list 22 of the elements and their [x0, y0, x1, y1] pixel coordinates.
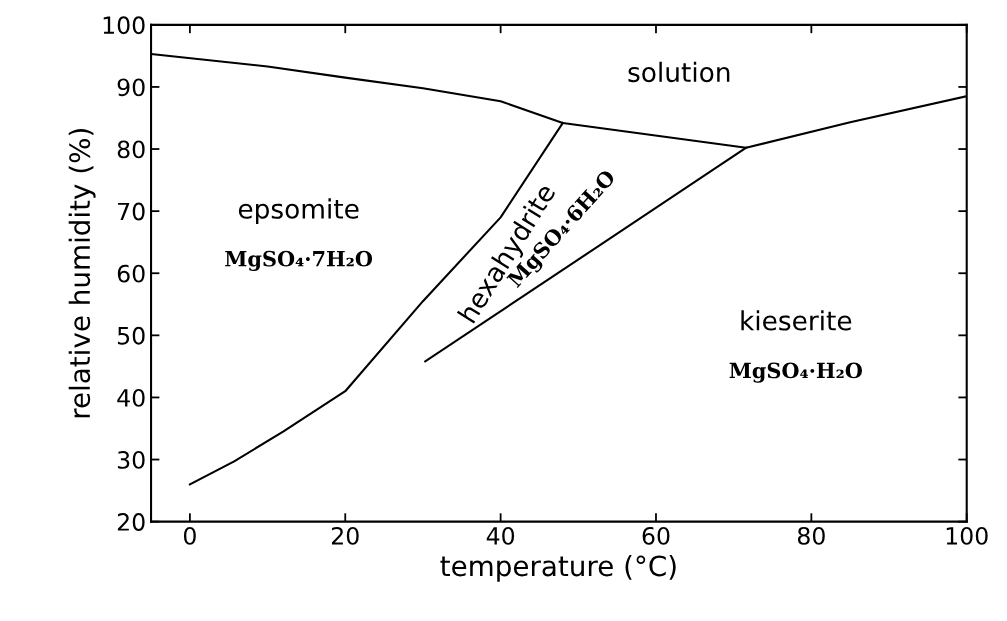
- x-tick-label: 0: [183, 526, 196, 545]
- annotation: MgSO₄·H₂O: [729, 362, 862, 383]
- x-axis-title: temperature (°C): [440, 554, 676, 582]
- annotation: epsomite: [238, 198, 359, 224]
- y-tick-label: 90: [117, 78, 145, 97]
- y-tick-label: 80: [117, 140, 145, 159]
- y-tick-label: 40: [117, 388, 145, 407]
- annotation: kieserite: [741, 310, 852, 331]
- x-tick-label: 80: [797, 526, 825, 545]
- y-tick-label: 30: [117, 450, 145, 469]
- y-tick-label: 100: [103, 16, 145, 35]
- x-tick-label: 20: [331, 526, 359, 545]
- y-tick-label: 50: [117, 326, 145, 345]
- y-tick-label: 60: [117, 264, 145, 283]
- x-tick-label: 100: [946, 526, 988, 545]
- annotation: MgSO₄·7H₂O: [225, 250, 373, 271]
- y-axis-title: relative humidity (%): [68, 129, 96, 418]
- annotation: solution: [628, 61, 730, 83]
- y-tick-label: 70: [118, 202, 145, 221]
- x-tick-label: 60: [642, 526, 670, 545]
- y-tick-label: 20: [117, 513, 145, 531]
- x-tick-label: 40: [486, 526, 515, 545]
